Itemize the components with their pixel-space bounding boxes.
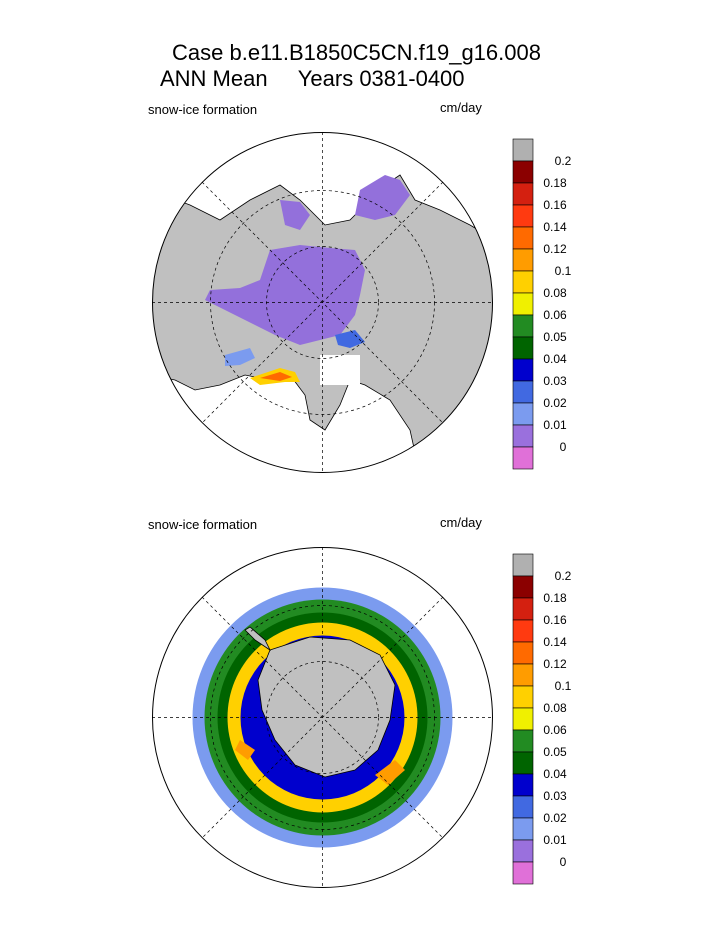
nh-colorbar-tick-label: 0.1 [555,264,572,278]
figure-title-period: ANN Mean Years 0381-0400 [160,66,465,91]
nh-colorbar: 0.2 0.18 0.16 0.14 0.12 0.1 0.08 0.06 0.05 0.04 0.… [512,138,572,470]
nh-barents-ice [355,175,410,220]
sh-colorbar-tick-label: 0.02 [543,811,567,825]
sh-colorbar-tick-label: 0.08 [543,701,567,715]
sh-colorbar-swatch [512,619,534,643]
nh-colorbar-tick-label: 0.05 [543,330,567,344]
nh-pacific-edge [225,348,255,366]
sh-colorbar-tick-label: 0.05 [543,745,567,759]
sh-colorbar-swatch [512,597,534,621]
nh-colorbar-swatch [512,424,534,448]
panel2-units-label: cm/day [440,515,482,530]
nh-colorbar-tick-label: 0 [560,440,567,454]
nh-polar-map [152,132,493,473]
sh-colorbar-tick-label: 0.03 [543,789,567,803]
sh-hot-spot-2 [235,740,255,760]
sh-colorbar-tick-label: 0.18 [543,591,567,605]
sh-colorbar-swatch [512,553,534,577]
sh-colorbar-swatch [512,795,534,819]
nh-colorbar-tick-label: 0.01 [543,418,567,432]
sh-colorbar-tick-label: 0.14 [543,635,567,649]
panel2-variable-label: snow-ice formation [148,517,258,532]
sh-map-border [152,547,493,888]
nh-colorbar-tick-label: 0.2 [555,154,572,168]
sh-colorbar-tick-label: 0.2 [555,569,572,583]
nh-colorbar-tick-label: 0.04 [543,352,567,366]
sh-hot-spot [375,760,405,785]
sh-colorbar: 0.2 0.18 0.16 0.14 0.12 0.1 0.08 0.06 0.05 0.04 0.… [512,553,572,885]
nh-colorbar-swatch [512,248,534,272]
sh-colorbar-swatch [512,773,534,797]
nh-colorbar-swatch [512,160,534,184]
nh-labrador-edge [335,330,365,348]
sh-colorbar-swatch [512,839,534,863]
nh-colorbar-swatch [512,204,534,228]
sh-graticule [152,547,493,888]
sh-colorbar-tick-label: 0.04 [543,767,567,781]
nh-colorbar-tick-label: 0.06 [543,308,567,322]
sh-colorbar-tick-label: 0.01 [543,833,567,847]
sh-colorbar-tick-label: 0 [560,855,567,869]
nh-arctic-ice [205,245,365,345]
nh-colorbar-tick-label: 0.14 [543,220,567,234]
nh-colorbar-swatch [512,314,534,338]
nh-colorbar-swatch [512,226,534,250]
sh-polar-map [152,547,493,888]
figure-title-case: Case b.e11.B1850C5CN.f19_g16.008 [172,40,541,65]
nh-colorbar-swatch [512,182,534,206]
nh-colorbar-swatch [512,358,534,382]
sh-colorbar-swatch [512,707,534,731]
sh-colorbar-swatch [512,641,534,665]
nh-white-patch [320,355,360,385]
panel1-variable-label: snow-ice formation [148,102,258,117]
sh-antarctica [257,636,396,778]
sh-colorbar-tick-label: 0.12 [543,657,567,671]
sh-colorbar-swatch [512,729,534,753]
nh-colorbar-swatch [512,446,534,470]
sh-colorbar-swatch [512,685,534,709]
nh-colorbar-tick-label: 0.16 [543,198,567,212]
nh-colorbar-swatch [512,292,534,316]
nh-colorbar-tick-label: 0.18 [543,176,567,190]
sh-colorbar-tick-label: 0.1 [555,679,572,693]
nh-map-border [152,132,493,473]
nh-colorbar-swatch [512,402,534,426]
sh-colorbar-swatch [512,861,534,885]
sh-colorbar-swatch [512,663,534,687]
sh-colorbar-swatch [512,817,534,841]
nh-graticule [152,132,493,473]
sh-colorbar-tick-label: 0.06 [543,723,567,737]
panel1-units-label: cm/day [440,100,482,115]
nh-colorbar-swatch [512,380,534,404]
nh-colorbar-tick-label: 0.02 [543,396,567,410]
nh-colorbar-tick-label: 0.08 [543,286,567,300]
nh-colorbar-swatch [512,138,534,162]
nh-colorbar-tick-label: 0.03 [543,374,567,388]
sh-colorbar-swatch [512,575,534,599]
nh-colorbar-swatch [512,336,534,360]
nh-colorbar-tick-label: 0.12 [543,242,567,256]
nh-colorbar-swatch [512,270,534,294]
nh-baffin-ice [280,200,310,230]
nh-hudson-hot [260,372,292,381]
sh-colorbar-tick-label: 0.16 [543,613,567,627]
sh-colorbar-swatch [512,751,534,775]
sh-peninsula [244,626,272,652]
